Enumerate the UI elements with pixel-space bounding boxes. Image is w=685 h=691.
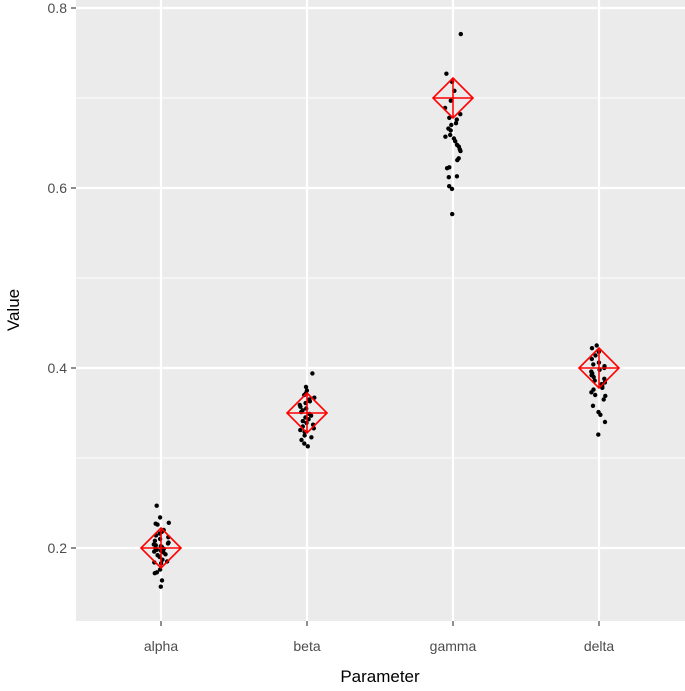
data-point — [302, 433, 307, 438]
data-point — [454, 174, 460, 179]
data-point — [154, 570, 160, 575]
data-point — [593, 392, 598, 398]
data-point — [602, 419, 608, 425]
x-tick-label: gamma — [430, 638, 477, 654]
data-point — [454, 117, 459, 122]
data-point — [309, 435, 314, 440]
data-point — [446, 175, 451, 180]
data-point — [304, 388, 310, 393]
data-point — [456, 156, 461, 161]
data-point — [154, 503, 159, 508]
data-point — [602, 376, 607, 381]
data-point — [159, 578, 165, 583]
data-point — [447, 115, 452, 121]
data-point — [157, 515, 163, 520]
data-point — [153, 521, 158, 526]
data-point — [448, 98, 453, 103]
data-point — [151, 542, 156, 547]
data-point — [444, 71, 449, 76]
data-point — [158, 584, 163, 589]
data-point — [155, 553, 160, 558]
data-point — [447, 184, 452, 189]
data-point — [596, 432, 601, 437]
reference-markers — [139, 76, 621, 570]
data-point — [449, 186, 455, 192]
data-point — [450, 211, 455, 217]
data-point — [448, 132, 453, 138]
data-point — [601, 397, 606, 402]
data-point — [593, 353, 598, 358]
data-point — [591, 387, 596, 392]
x-axis-title: Parameter — [340, 667, 420, 686]
y-tick-label: 0.6 — [48, 180, 68, 196]
x-tick-label: alpha — [144, 638, 178, 654]
x-axis: alpha beta gamma delta — [144, 621, 615, 654]
data-point — [303, 384, 309, 390]
y-axis-title: Value — [4, 289, 23, 331]
data-point — [594, 343, 599, 348]
data-point — [589, 346, 595, 351]
minor-gridlines — [76, 97, 685, 459]
data-point — [299, 437, 304, 443]
data-point — [307, 397, 312, 402]
data-point — [310, 371, 315, 376]
plot-panel — [76, 0, 685, 621]
data-point — [166, 540, 171, 545]
data-point — [596, 409, 601, 415]
data-point — [166, 520, 171, 525]
data-point — [447, 165, 452, 170]
data-point — [302, 441, 307, 446]
data-point — [589, 356, 594, 362]
data-point — [589, 369, 594, 374]
data-point — [451, 136, 457, 141]
data-point — [298, 427, 303, 433]
data-point — [297, 402, 302, 408]
data-point — [300, 418, 305, 424]
data-point — [305, 444, 310, 449]
data-point — [300, 408, 305, 413]
x-tick-label: delta — [584, 638, 615, 654]
y-tick-label: 0.4 — [48, 360, 68, 376]
data-point — [591, 362, 596, 367]
data-point — [454, 142, 460, 147]
y-tick-label: 0.8 — [48, 0, 68, 16]
data-point — [152, 538, 158, 543]
data-point — [458, 112, 463, 117]
data-point — [453, 121, 459, 126]
data-point — [603, 393, 608, 399]
data-point — [458, 31, 463, 37]
y-tick-label: 0.2 — [48, 540, 68, 556]
y-axis: 0.2 0.4 0.6 0.8 — [48, 0, 76, 556]
data-point — [449, 122, 454, 128]
x-tick-label: beta — [293, 638, 320, 654]
data-point — [443, 134, 448, 139]
data-point — [590, 403, 596, 408]
data-point — [446, 126, 451, 131]
